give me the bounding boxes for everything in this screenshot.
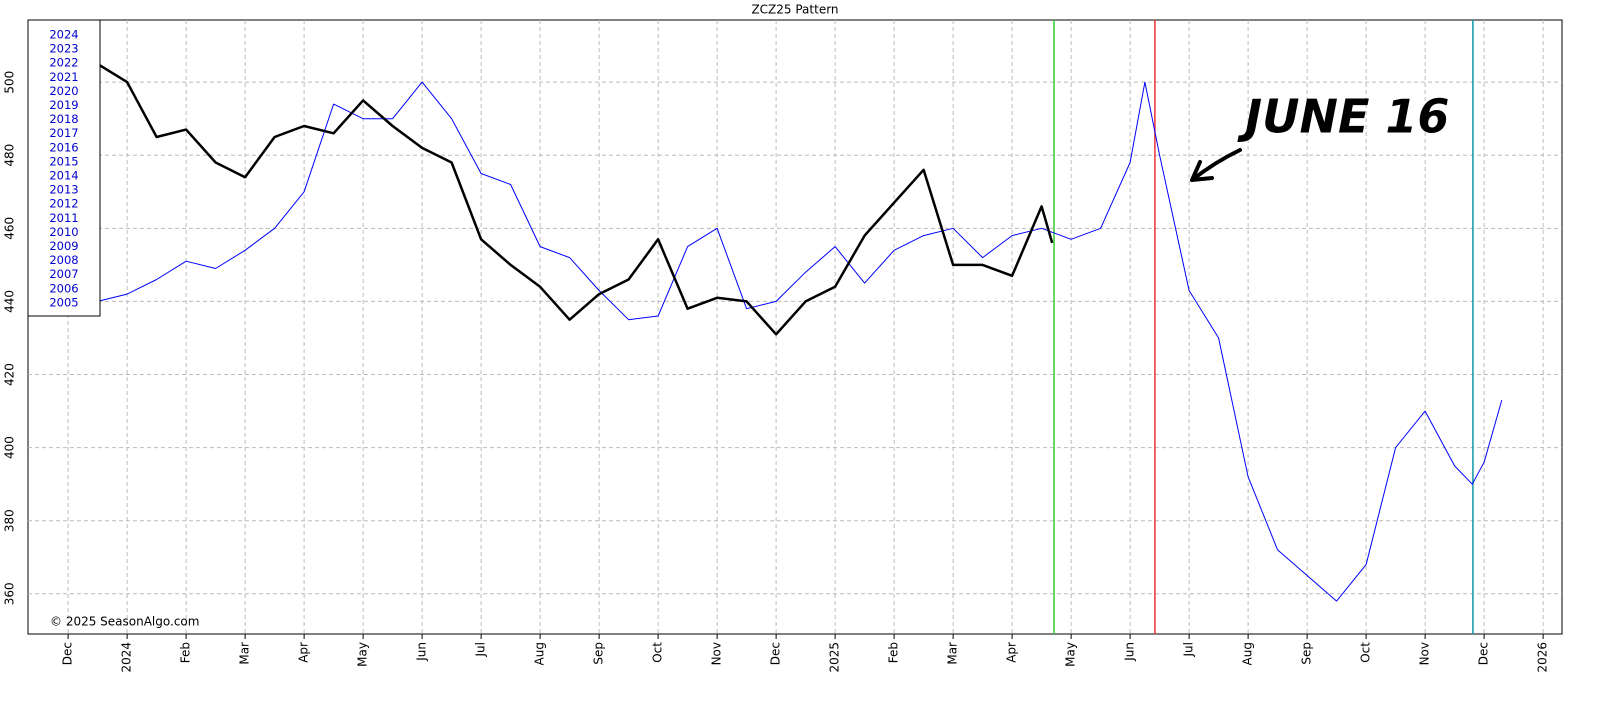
x-tick-label: Feb bbox=[887, 642, 901, 663]
copyright: © 2025 SeasonAlgo.com bbox=[50, 615, 199, 629]
x-tick-label: 2024 bbox=[120, 642, 134, 673]
x-tick-label: Jul bbox=[474, 642, 488, 657]
series-line bbox=[97, 81, 1503, 602]
legend-entry: 2024 bbox=[49, 28, 78, 42]
x-tick-label: Aug bbox=[533, 642, 547, 665]
legend-entry: 2016 bbox=[49, 140, 78, 154]
legend-box bbox=[27, 19, 101, 317]
x-tick-label: Feb bbox=[179, 642, 193, 663]
legend-entry: 2015 bbox=[49, 154, 78, 168]
x-tick-label: Apr bbox=[297, 642, 311, 663]
x-tick-label: Dec bbox=[61, 642, 75, 665]
y-tick-label: 400 bbox=[3, 436, 17, 459]
legend-entry: 2020 bbox=[49, 84, 78, 98]
legend-entry: 2011 bbox=[49, 211, 78, 225]
legend: 2024202320222021202020192018201720162015… bbox=[27, 19, 101, 317]
annotation: JUNE 16 bbox=[1237, 90, 1449, 144]
legend-entry: 2014 bbox=[49, 169, 78, 183]
plot-frame bbox=[27, 19, 1563, 635]
legend-entry: 2019 bbox=[49, 98, 78, 112]
x-tick-label: Dec bbox=[769, 642, 783, 665]
annotation-arrow bbox=[1190, 148, 1242, 182]
x-tick-label: Jun bbox=[1123, 642, 1137, 662]
x-tick-label: Jul bbox=[1182, 642, 1196, 657]
legend-entry: 2017 bbox=[49, 126, 78, 140]
x-tick-label: Mar bbox=[946, 642, 960, 665]
x-tick-label: May bbox=[356, 642, 370, 667]
legend-entry: 2010 bbox=[49, 225, 78, 239]
legend-entry: 2023 bbox=[49, 42, 78, 56]
y-tick-label: 500 bbox=[3, 71, 17, 94]
legend-entry: 2006 bbox=[49, 281, 78, 295]
series-line bbox=[96, 62, 1054, 336]
x-tick-label: Apr bbox=[1005, 642, 1019, 663]
y-tick-label: 380 bbox=[3, 509, 17, 532]
legend-entry: 2022 bbox=[49, 56, 78, 70]
x-tick-label: May bbox=[1064, 642, 1078, 667]
x-tick-label: Nov bbox=[1418, 642, 1432, 665]
x-tick-label: Dec bbox=[1477, 642, 1491, 665]
x-tick-label: Oct bbox=[1359, 642, 1373, 663]
y-tick-label: 360 bbox=[3, 582, 17, 605]
x-tick-label: Oct bbox=[651, 642, 665, 663]
x-tick-label: Sep bbox=[1300, 642, 1314, 665]
x-tick-label: 2026 bbox=[1536, 642, 1550, 673]
legend-entry: 2018 bbox=[49, 112, 78, 126]
legend-entry: 2021 bbox=[49, 70, 78, 84]
x-tick-label: Sep bbox=[592, 642, 606, 665]
legend-entry: 2005 bbox=[49, 295, 78, 309]
legend-entry: 2009 bbox=[49, 239, 78, 253]
x-tick-label: Jun bbox=[415, 642, 429, 662]
chart-title: ZCZ25 Pattern bbox=[751, 3, 838, 17]
y-tick-label: 420 bbox=[3, 363, 17, 386]
legend-entry: 2012 bbox=[49, 197, 78, 211]
legend-entry: 2007 bbox=[49, 267, 78, 281]
x-tick-label: Aug bbox=[1241, 642, 1255, 665]
y-tick-label: 460 bbox=[3, 217, 17, 240]
legend-entry: 2008 bbox=[49, 253, 78, 267]
y-tick-label: 440 bbox=[3, 290, 17, 313]
x-tick-label: 2025 bbox=[828, 642, 842, 673]
x-tick-label: Nov bbox=[710, 642, 724, 665]
legend-entry: 2013 bbox=[49, 183, 78, 197]
y-tick-label: 480 bbox=[3, 144, 17, 167]
x-tick-label: Mar bbox=[238, 642, 252, 665]
